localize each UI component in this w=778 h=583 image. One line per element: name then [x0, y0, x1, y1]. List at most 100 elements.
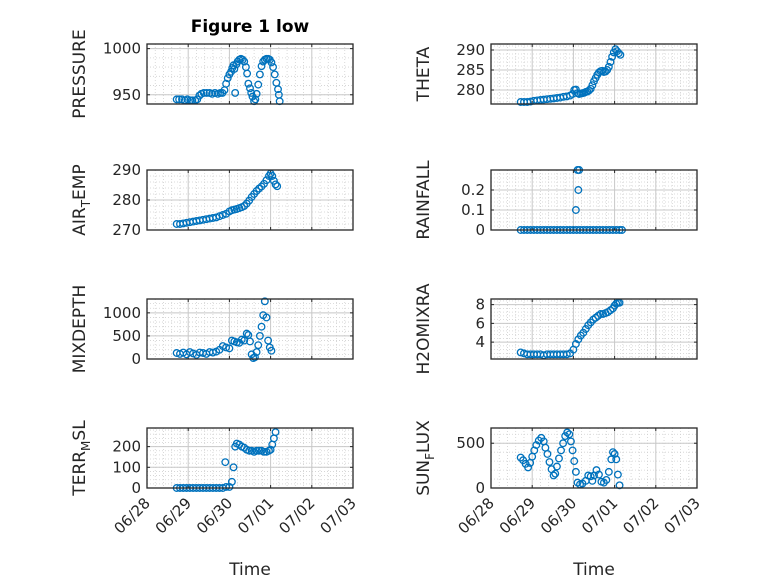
data-point	[606, 58, 615, 66]
x-tick-label: 07/01	[234, 494, 277, 537]
y-axis-label: PRESSURE	[70, 29, 90, 118]
data-point	[612, 455, 621, 464]
data-point	[175, 95, 184, 104]
data-point	[257, 322, 266, 331]
data-point	[244, 79, 253, 88]
data-series	[172, 297, 276, 363]
data-point	[604, 62, 613, 71]
y-tick-label: 0	[475, 221, 485, 239]
y-axis-label: SUNFLUX	[414, 420, 437, 496]
x-tick-label: 06/28	[111, 494, 154, 537]
data-point	[271, 428, 280, 437]
data-point	[271, 180, 280, 189]
data-point	[257, 62, 266, 71]
x-tick-label: 06/29	[152, 494, 195, 537]
subplot-terr-msl: 0 100 200 TERRMSL 06/2806/2906/3007/0107/020…	[70, 420, 360, 580]
data-point	[594, 470, 603, 479]
axes-box	[146, 169, 354, 231]
data-series	[172, 54, 284, 106]
data-point	[524, 463, 533, 472]
data-point	[208, 348, 217, 357]
subplot-sun-flux: 0 500 SUNFLUX 06/2806/2906/3007/0107/0207/0…	[414, 420, 704, 580]
data-point	[541, 443, 550, 452]
data-point	[245, 446, 254, 455]
data-point	[255, 70, 264, 79]
y-tick-label: 280	[456, 81, 485, 99]
data-series	[172, 169, 282, 228]
data-point	[252, 89, 261, 98]
data-point	[588, 476, 597, 485]
data-point	[592, 466, 601, 475]
data-point	[222, 343, 231, 352]
x-axis-label: Time	[572, 560, 615, 580]
data-point	[255, 331, 264, 340]
data-point	[268, 172, 277, 180]
data-point	[252, 187, 261, 195]
data-point	[260, 297, 269, 306]
y-tick-label: 1000	[103, 40, 141, 58]
y-tick-label: 290	[456, 41, 485, 59]
data-point	[267, 346, 276, 355]
y-tick-label: 500	[456, 434, 485, 452]
data-point	[551, 469, 560, 478]
y-tick-label: 270	[112, 221, 141, 239]
data-point	[172, 95, 181, 104]
data-series	[516, 45, 625, 106]
data-point	[614, 49, 623, 58]
data-point	[254, 80, 263, 89]
data-point	[566, 437, 575, 446]
y-axis-label: RAINFALL	[414, 160, 434, 240]
data-point	[604, 467, 613, 476]
subplot-theta: 280 285 290 THETA	[414, 41, 698, 106]
figure-title: Figure 1 low	[191, 17, 310, 37]
axes-box	[490, 427, 698, 489]
data-series	[516, 298, 624, 360]
axes-box	[490, 169, 698, 231]
major-grid	[490, 170, 698, 231]
data-point	[272, 78, 281, 87]
y-tick-label: 100	[112, 458, 141, 476]
y-tick-label: 1000	[103, 304, 141, 322]
data-point	[222, 483, 231, 491]
data-point	[586, 84, 595, 93]
y-tick-label: 0	[131, 479, 141, 497]
data-point	[202, 88, 211, 97]
y-tick-label: 0	[475, 479, 485, 497]
major-grid	[146, 428, 354, 489]
subplot-h2omixra: 468 H2OMIXRA	[414, 283, 698, 375]
data-point	[269, 63, 278, 72]
data-point	[252, 348, 261, 357]
data-point	[251, 95, 260, 104]
axes-box	[146, 298, 354, 360]
data-point	[613, 470, 622, 479]
data-point	[568, 446, 577, 455]
data-point	[230, 64, 239, 73]
y-axis-label: H2OMIXRA	[414, 283, 434, 374]
x-tick-label: 06/29	[496, 494, 539, 537]
x-tick-label: 06/30	[537, 494, 580, 537]
x-tick-label: 06/28	[455, 494, 498, 537]
data-point	[557, 446, 565, 455]
data-point	[274, 85, 282, 94]
data-point	[266, 445, 275, 454]
y-axis-label: MIXDEPTH	[70, 285, 90, 374]
y-tick-label: 8	[475, 296, 485, 314]
data-point	[586, 472, 595, 481]
data-point	[562, 350, 571, 359]
axes-box	[490, 43, 698, 105]
data-point	[571, 206, 580, 214]
subplot-mixdepth: 0 500 1000 MIXDEPTH	[70, 285, 354, 374]
data-point	[246, 84, 254, 93]
data-point	[545, 458, 554, 466]
data-point	[222, 79, 231, 88]
data-point	[552, 462, 561, 471]
data-point	[240, 202, 249, 210]
data-point	[199, 88, 208, 97]
y-tick-label: 950	[112, 86, 141, 104]
x-axis-label: Time	[228, 560, 271, 580]
data-point	[255, 446, 264, 455]
x-tick-label: 07/01	[578, 494, 621, 537]
data-point	[610, 450, 619, 458]
y-tick-label: 0.1	[461, 201, 485, 219]
